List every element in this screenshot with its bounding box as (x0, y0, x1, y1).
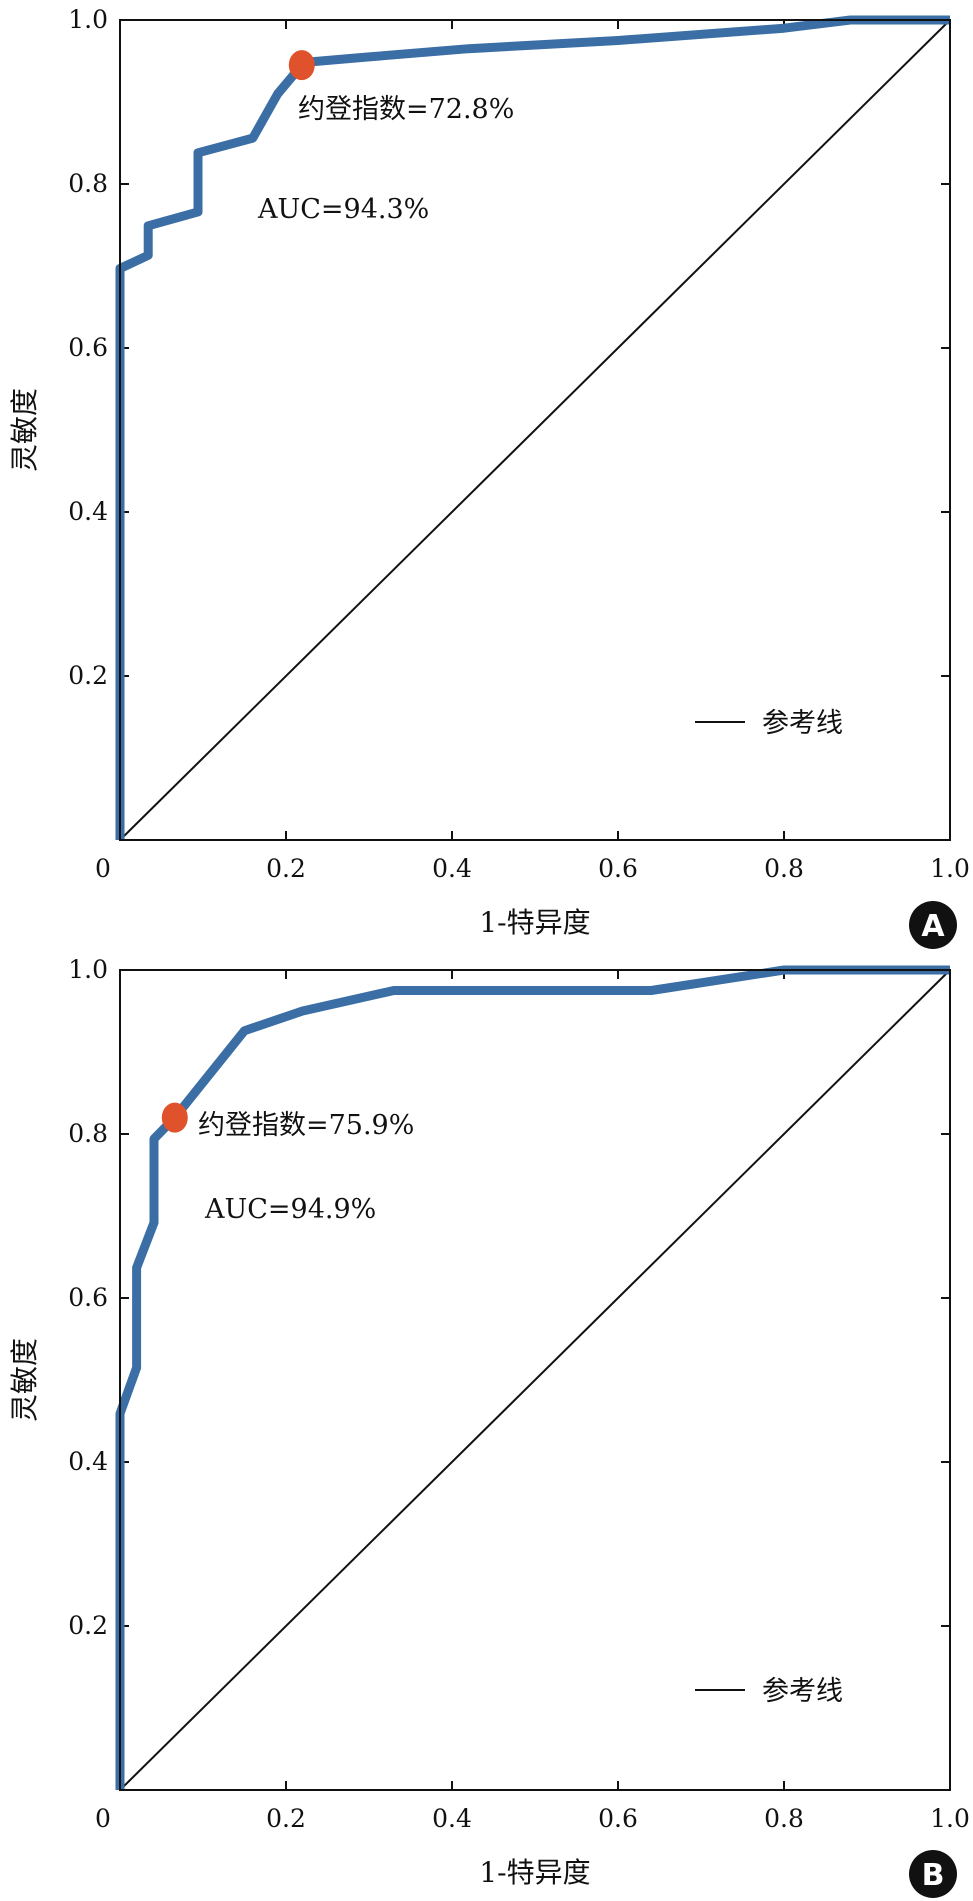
plot-frame (119, 19, 951, 841)
x-tick-label: 0.2 (266, 1804, 306, 1833)
x-tick-label: 0.2 (266, 854, 306, 883)
x-axis-title: 1-特异度 (479, 1856, 590, 1889)
panel-label: B (922, 1858, 945, 1893)
y-tick-label: 0.6 (68, 1283, 108, 1312)
roc-chart-b: 1.0 0.8 0.6 0.4 0.2 0 0.2 0.4 0.6 0.8 1.… (0, 950, 973, 1900)
y-tick-label: 0.8 (68, 169, 108, 198)
roc-chart-b-svg: 1.0 0.8 0.6 0.4 0.2 0 0.2 0.4 0.6 0.8 1.… (8, 955, 970, 1898)
x-tick-label: 0 (95, 854, 111, 883)
y-tick-label: 1.0 (68, 955, 108, 984)
cutoff-label: 约登指数=72.8% (298, 94, 514, 125)
y-tick-label: 1.0 (68, 5, 108, 34)
legend-label: 参考线 (762, 708, 843, 739)
y-axis-title: 灵敏度 (8, 388, 41, 472)
roc-chart-a: 1.0 0.8 0.6 0.4 0.2 0 0.2 0.4 0.6 0.8 1.… (0, 0, 973, 950)
x-tick-label: 0.8 (764, 1804, 804, 1833)
cutoff-point (161, 1102, 188, 1133)
x-tick-label: 0.4 (432, 1804, 472, 1833)
cutoff-point (288, 50, 315, 81)
plot-frame (119, 969, 951, 1791)
reference-line (119, 969, 951, 1791)
x-tick-label: 0.8 (764, 854, 804, 883)
panel-label: A (921, 909, 945, 944)
panel-badge-b (909, 1850, 957, 1898)
auc-label: AUC=94.3% (257, 194, 429, 225)
y-tick-label: 0.4 (68, 497, 108, 526)
chart-marks-b (115, 965, 951, 1791)
legend-label: 参考线 (762, 1676, 843, 1707)
y-tick-label: 0.2 (68, 1611, 108, 1640)
x-tick-label: 0.6 (598, 854, 638, 883)
x-tick-label: 0.6 (598, 1804, 638, 1833)
x-axis-title: 1-特异度 (479, 906, 590, 939)
reference-line (119, 19, 951, 841)
panel-badge-a (909, 901, 957, 949)
x-tick-label: 1.0 (930, 854, 970, 883)
y-tick-label: 0.8 (68, 1119, 108, 1148)
roc-chart-a-svg: 1.0 0.8 0.6 0.4 0.2 0 0.2 0.4 0.6 0.8 1.… (8, 5, 970, 949)
roc-curve (115, 15, 950, 840)
auc-label: AUC=94.9% (204, 1194, 376, 1225)
y-axis-title: 灵敏度 (8, 1338, 41, 1422)
y-tick-label: 0.2 (68, 661, 108, 690)
x-tick-label: 0.4 (432, 854, 472, 883)
y-tick-label: 0.6 (68, 333, 108, 362)
y-tick-label: 0.4 (68, 1447, 108, 1476)
x-tick-label: 0 (95, 1804, 111, 1833)
x-tick-label: 1.0 (930, 1804, 970, 1833)
cutoff-label: 约登指数=75.9% (198, 1110, 414, 1141)
